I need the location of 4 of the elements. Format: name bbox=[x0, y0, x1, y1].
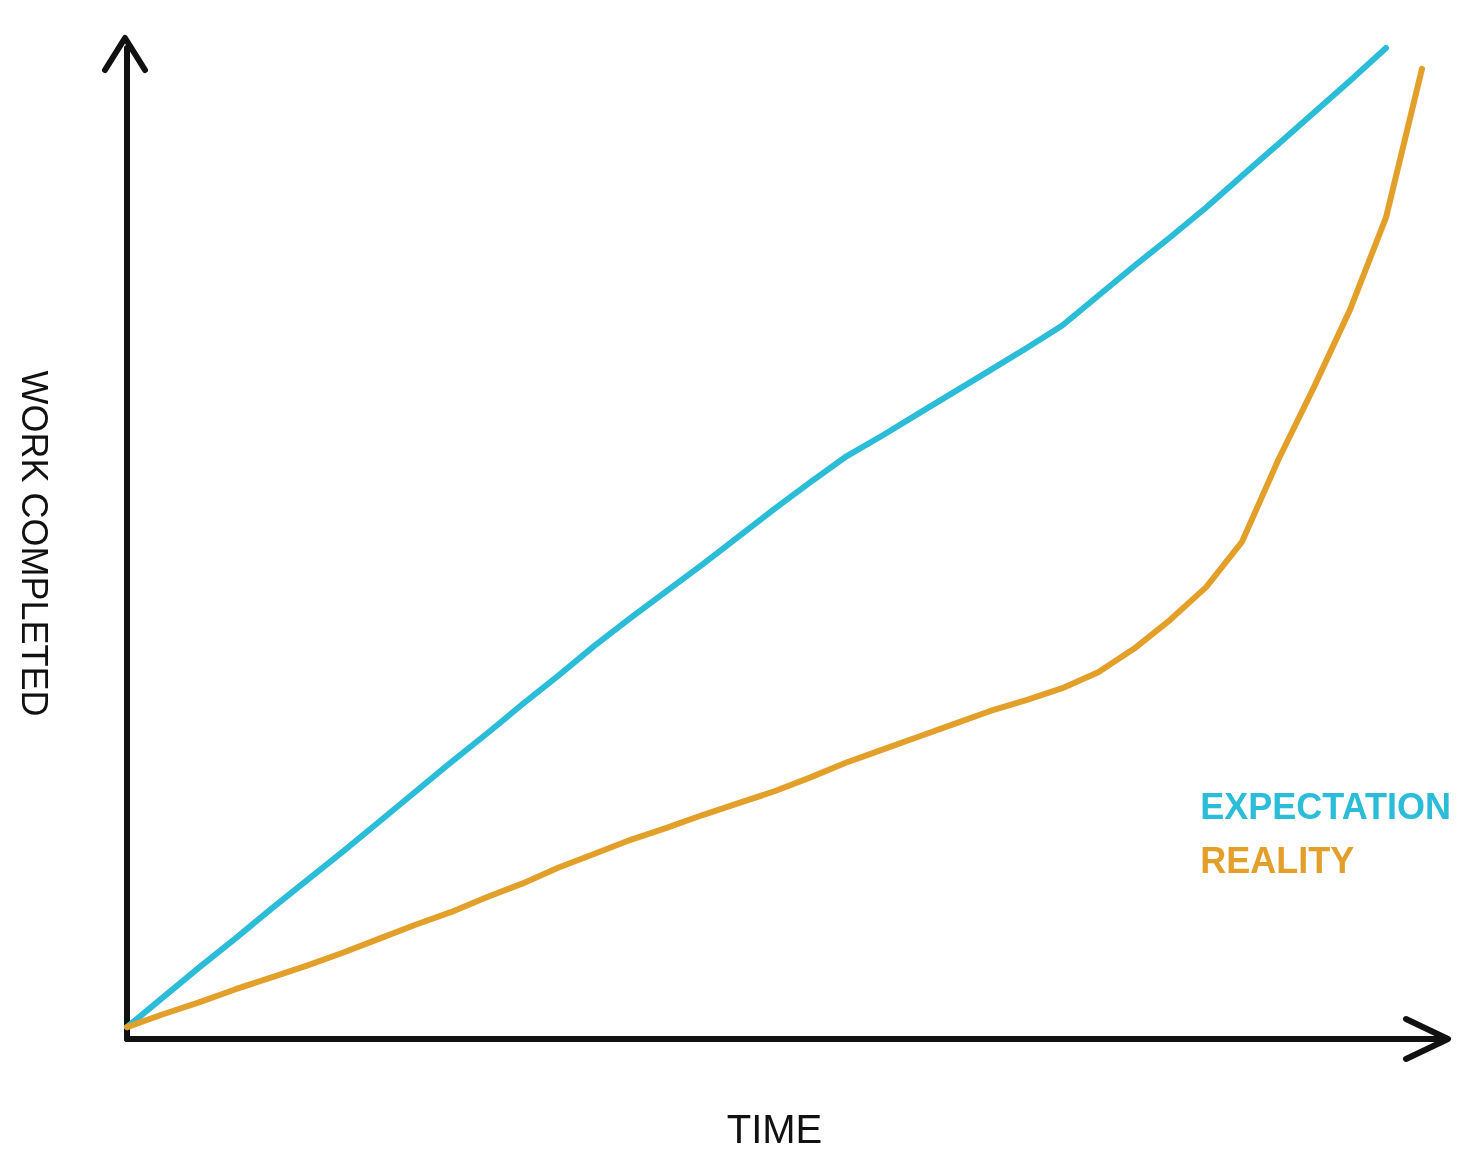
y-axis-title: WORK COMPLETED bbox=[13, 370, 55, 717]
text: REALITY bbox=[1200, 839, 1355, 881]
x-axis-title: TIME bbox=[726, 1107, 823, 1151]
text: EXPECTATION bbox=[1200, 785, 1452, 827]
